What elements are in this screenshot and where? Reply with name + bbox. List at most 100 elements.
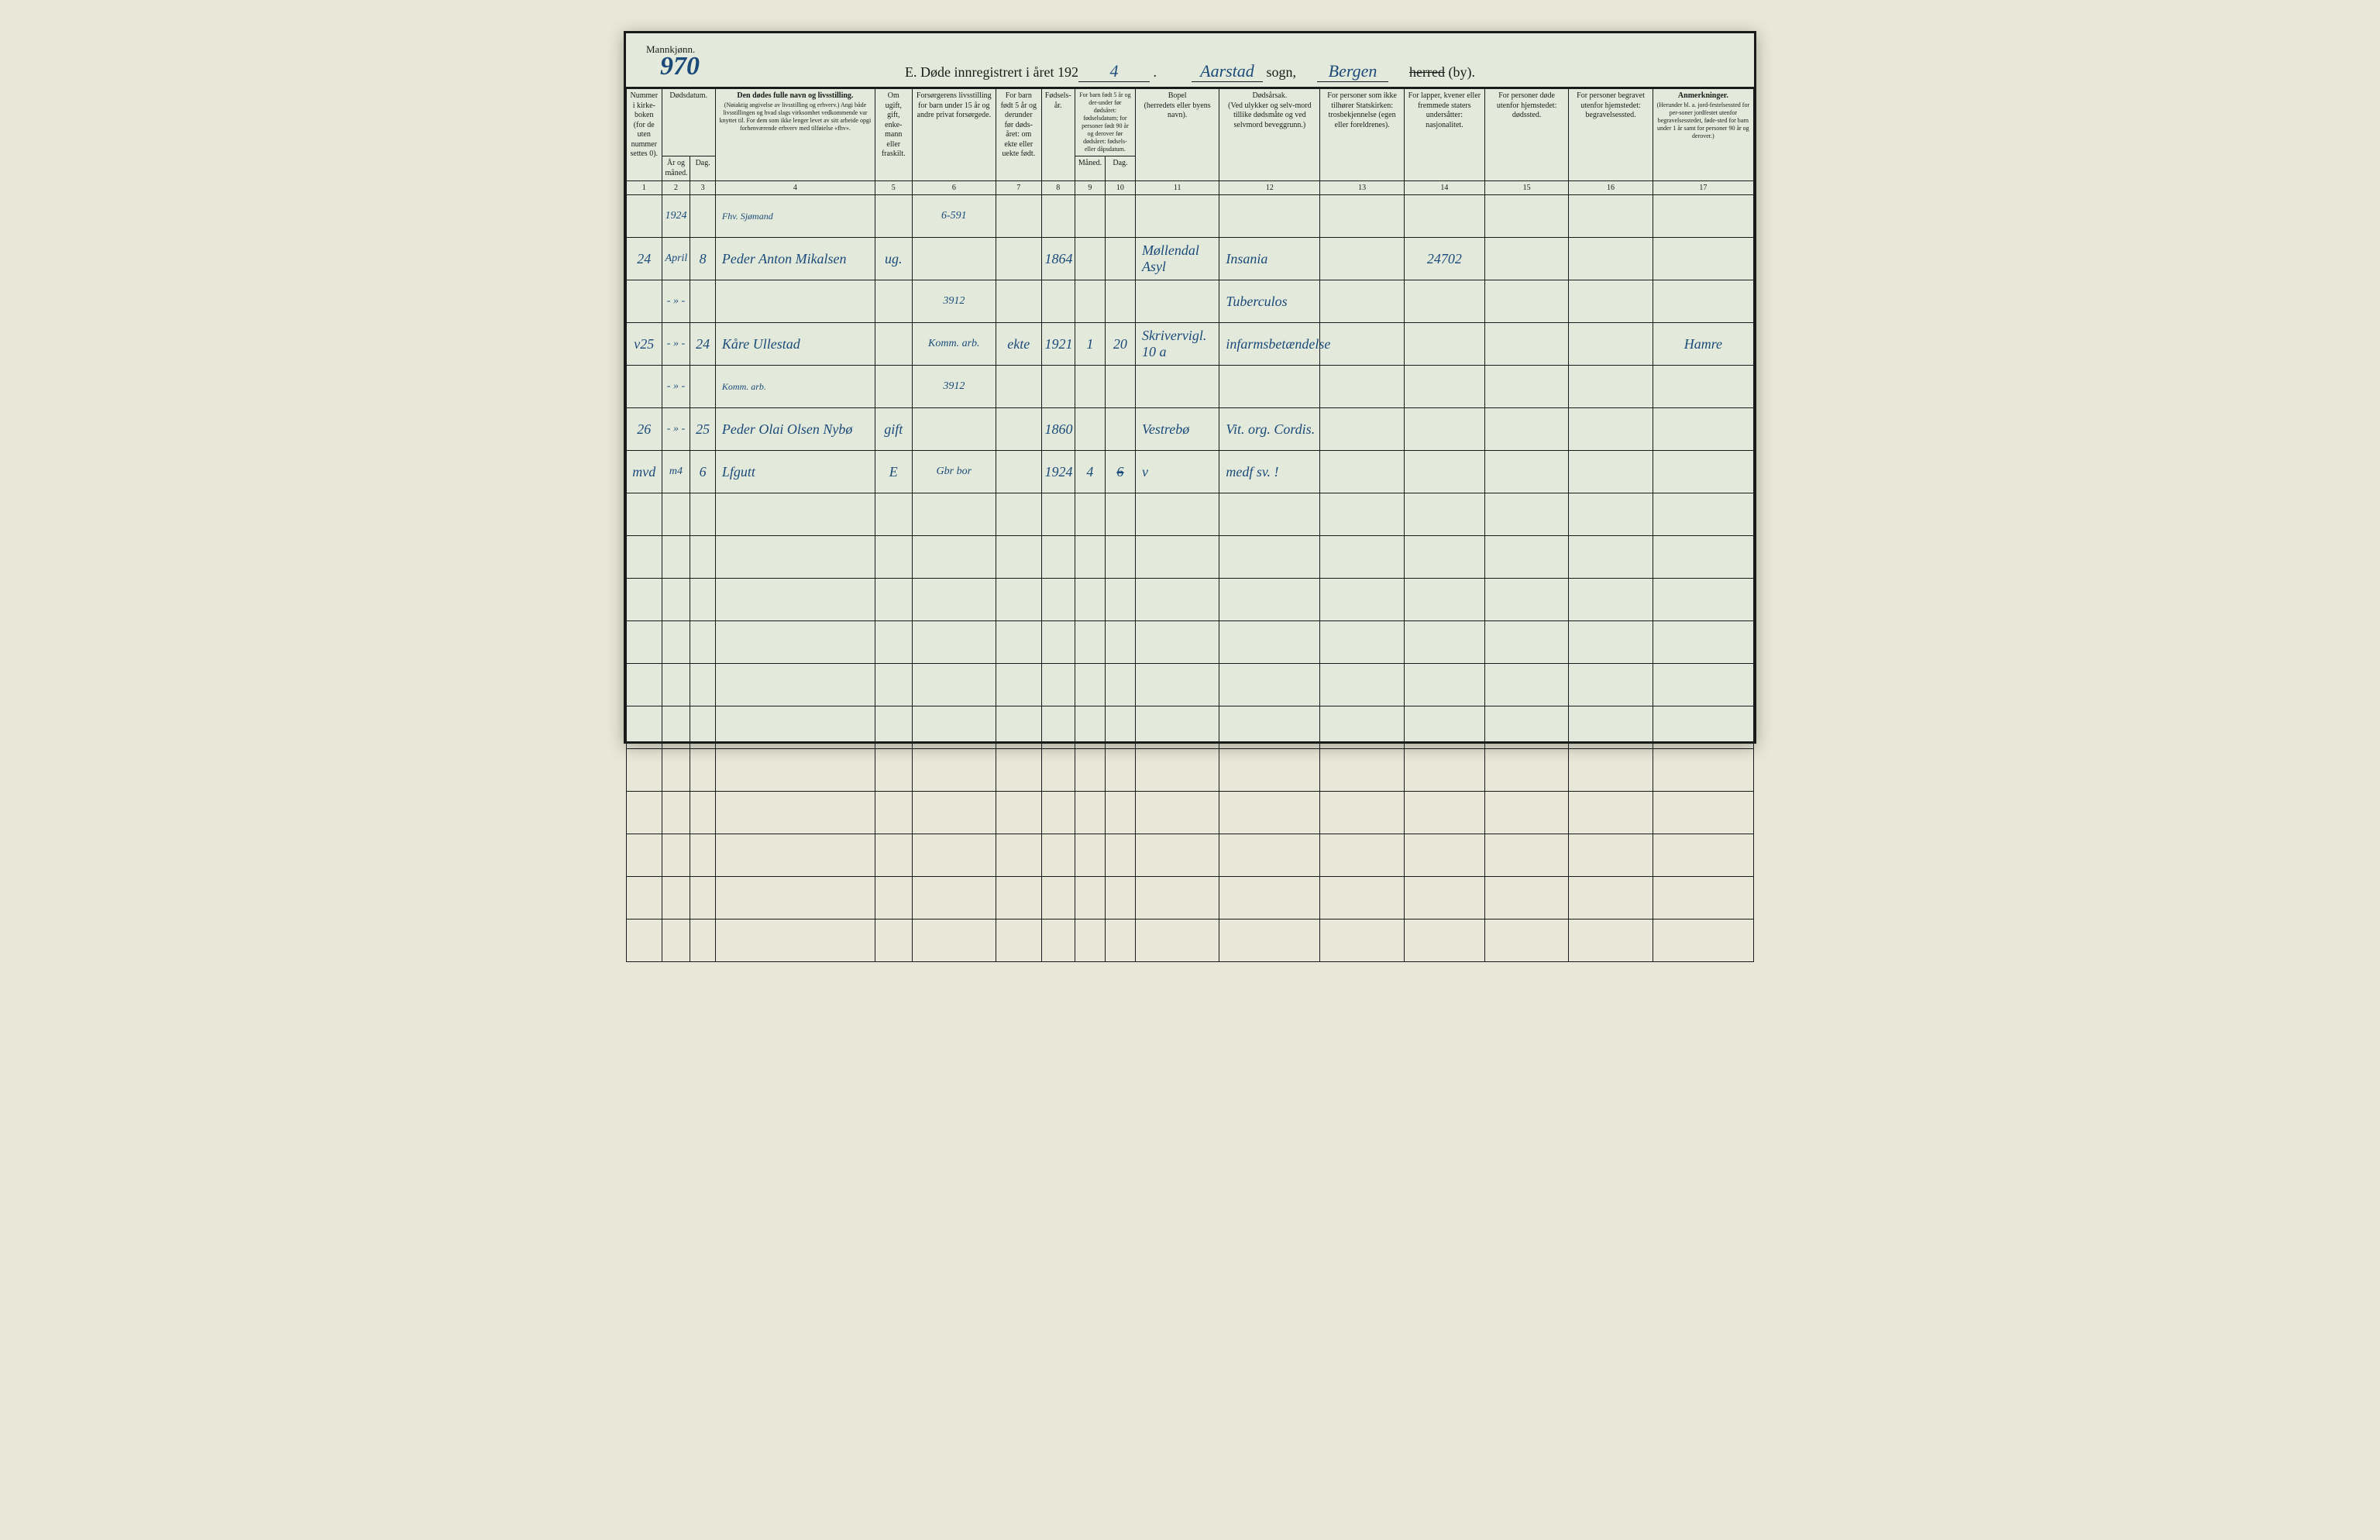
- cell: [1653, 238, 1753, 280]
- cell: [1075, 579, 1105, 621]
- cell: 6: [1105, 451, 1135, 493]
- ledger-table: Nummer i kirke-boken (for de uten nummer…: [626, 88, 1754, 962]
- cell: Komm. arb.: [912, 323, 996, 366]
- cell: [1105, 706, 1135, 749]
- cell: 6-591: [912, 195, 996, 238]
- col-number: 12: [1219, 181, 1320, 195]
- cell: [1320, 323, 1404, 366]
- cell: 1924: [662, 195, 690, 238]
- col-number: 8: [1041, 181, 1075, 195]
- table-row: [627, 493, 1754, 536]
- cell: 26: [627, 408, 662, 451]
- col-header: Dag.: [690, 156, 716, 181]
- cell: [662, 749, 690, 792]
- cell: [912, 792, 996, 834]
- cell: [1105, 366, 1135, 408]
- herred-strike: herred: [1409, 64, 1445, 80]
- cell: [627, 366, 662, 408]
- cell: [1569, 706, 1653, 749]
- cell: [1653, 195, 1753, 238]
- cell: [690, 749, 716, 792]
- cell: [1219, 195, 1320, 238]
- cell: [1041, 366, 1075, 408]
- cell: [1135, 834, 1219, 877]
- col-header: For lapper, kvener eller fremmede stater…: [1404, 89, 1484, 181]
- cell: 24: [627, 238, 662, 280]
- cell: m4: [662, 451, 690, 493]
- table-row: [627, 706, 1754, 749]
- cell: [715, 920, 875, 962]
- table-row: [627, 792, 1754, 834]
- col-header: For personer døde utenfor hjemstedet: dø…: [1484, 89, 1568, 181]
- table-row: - » -3912Tuberculos: [627, 280, 1754, 323]
- cell: [1105, 280, 1135, 323]
- cell: [875, 579, 912, 621]
- cell: [1320, 366, 1404, 408]
- cell: [1404, 323, 1484, 366]
- cell: [1653, 408, 1753, 451]
- col-number: 13: [1320, 181, 1404, 195]
- cell: [1135, 877, 1219, 920]
- col-number: 9: [1075, 181, 1105, 195]
- cell: - » -: [662, 280, 690, 323]
- cell: [1653, 749, 1753, 792]
- col-header-group: For barn født 5 år og der-under før døds…: [1075, 89, 1135, 156]
- table-row: 26- » -25Peder Olai Olsen Nybøgift1860Ve…: [627, 408, 1754, 451]
- cell: Insania: [1219, 238, 1320, 280]
- cell: [715, 877, 875, 920]
- cell: medf sv. !: [1219, 451, 1320, 493]
- cell: [690, 280, 716, 323]
- col-header: Dag.: [1105, 156, 1135, 181]
- cell: [1653, 579, 1753, 621]
- cell: [996, 280, 1042, 323]
- register-page: Mannkjønn. 970 E. Døde innregistrert i å…: [624, 31, 1756, 744]
- col-number: 6: [912, 181, 996, 195]
- cell: [1105, 579, 1135, 621]
- cell: [1484, 195, 1568, 238]
- col-header: Nummer i kirke-boken (for de uten nummer…: [627, 89, 662, 181]
- cell: [1041, 536, 1075, 579]
- cell: [1320, 834, 1404, 877]
- cell: [875, 664, 912, 706]
- cell: Møllendal Asyl: [1135, 238, 1219, 280]
- cell: [690, 195, 716, 238]
- cell: [1219, 834, 1320, 877]
- cell: [1653, 280, 1753, 323]
- cell: [1653, 366, 1753, 408]
- title-line: E. Døde innregistrert i året 1924 . Aars…: [641, 61, 1739, 82]
- cell: [1135, 195, 1219, 238]
- cell: [1653, 877, 1753, 920]
- ledger-body: 1924Fhv. Sjømand6-59124April8Peder Anton…: [627, 195, 1754, 962]
- cell: [1484, 408, 1568, 451]
- table-row: [627, 536, 1754, 579]
- cell: [715, 834, 875, 877]
- by-label: (by).: [1448, 64, 1475, 80]
- cell: [627, 195, 662, 238]
- cell: [1569, 920, 1653, 962]
- cell: [1484, 792, 1568, 834]
- cell: 4: [1075, 451, 1105, 493]
- cell: 1: [1075, 323, 1105, 366]
- cell: [1219, 664, 1320, 706]
- cell: [1075, 621, 1105, 664]
- cell: [1075, 792, 1105, 834]
- page-header: Mannkjønn. 970 E. Døde innregistrert i å…: [626, 33, 1754, 88]
- cell: [662, 664, 690, 706]
- cell: [1135, 920, 1219, 962]
- cell: [875, 366, 912, 408]
- cell: [1404, 451, 1484, 493]
- cell: [690, 366, 716, 408]
- cell: [1569, 280, 1653, 323]
- cell: Hamre: [1653, 323, 1753, 366]
- cell: [1219, 877, 1320, 920]
- cell: [912, 408, 996, 451]
- cell: 1924: [1041, 451, 1075, 493]
- cell: [996, 536, 1042, 579]
- cell: [1135, 493, 1219, 536]
- cell: gift: [875, 408, 912, 451]
- cell: [1653, 621, 1753, 664]
- col-header: Den dødes fulle navn og livsstilling.(Nø…: [715, 89, 875, 181]
- cell: [715, 280, 875, 323]
- cell: [690, 536, 716, 579]
- cell: Komm. arb.: [715, 366, 875, 408]
